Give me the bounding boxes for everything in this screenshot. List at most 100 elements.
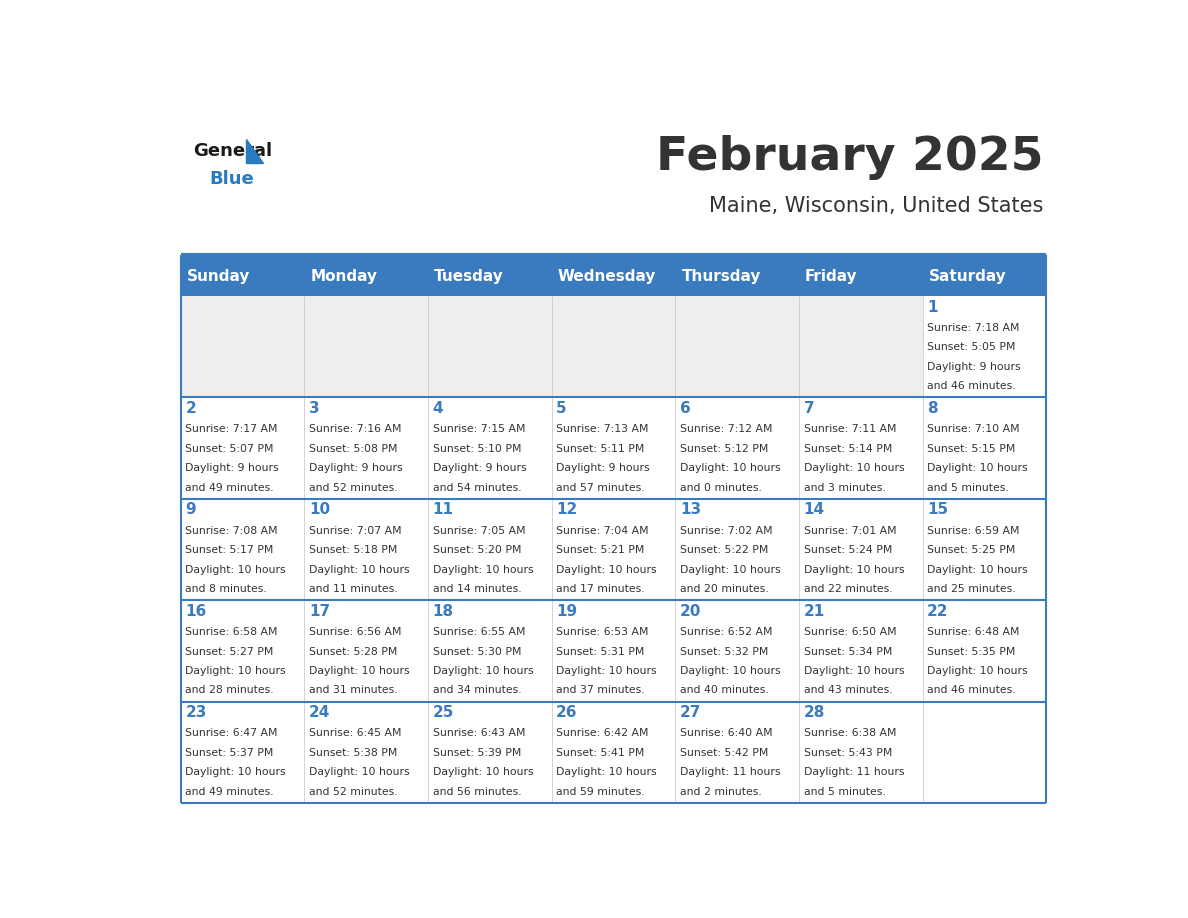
Text: Sunrise: 7:10 AM: Sunrise: 7:10 AM [927, 424, 1019, 434]
Bar [181, 297, 304, 397]
Text: and 56 minutes.: and 56 minutes. [432, 787, 522, 797]
Text: and 54 minutes.: and 54 minutes. [432, 483, 522, 493]
Text: Sunday: Sunday [187, 269, 251, 284]
Text: 22: 22 [927, 604, 949, 619]
Text: 23: 23 [185, 705, 207, 720]
Bar [675, 498, 798, 600]
Text: Daylight: 10 hours: Daylight: 10 hours [680, 666, 781, 676]
Bar [428, 297, 551, 397]
Text: Daylight: 10 hours: Daylight: 10 hours [803, 464, 904, 474]
Text: and 52 minutes.: and 52 minutes. [309, 483, 398, 493]
Text: Daylight: 10 hours: Daylight: 10 hours [432, 666, 533, 676]
Bar [675, 600, 798, 701]
Text: Daylight: 10 hours: Daylight: 10 hours [556, 565, 657, 575]
Text: 6: 6 [680, 401, 690, 416]
Bar [923, 498, 1047, 600]
Text: Sunrise: 6:59 AM: Sunrise: 6:59 AM [927, 526, 1019, 535]
Text: Sunrise: 7:01 AM: Sunrise: 7:01 AM [803, 526, 896, 535]
Text: and 31 minutes.: and 31 minutes. [309, 686, 398, 696]
Bar [923, 600, 1047, 701]
Text: Sunset: 5:14 PM: Sunset: 5:14 PM [803, 443, 892, 453]
Text: 5: 5 [556, 401, 567, 416]
Text: and 46 minutes.: and 46 minutes. [927, 686, 1016, 696]
Text: Daylight: 11 hours: Daylight: 11 hours [803, 767, 904, 778]
Bar [923, 297, 1047, 397]
Text: 25: 25 [432, 705, 454, 720]
Text: Daylight: 9 hours: Daylight: 9 hours [556, 464, 650, 474]
Bar [428, 397, 551, 498]
Text: Sunrise: 6:47 AM: Sunrise: 6:47 AM [185, 728, 278, 738]
Text: and 52 minutes.: and 52 minutes. [309, 787, 398, 797]
Text: Tuesday: Tuesday [434, 269, 504, 284]
Text: Sunrise: 6:58 AM: Sunrise: 6:58 AM [185, 627, 278, 637]
Text: Daylight: 10 hours: Daylight: 10 hours [309, 767, 410, 778]
Bar [798, 600, 923, 701]
Bar [798, 701, 923, 803]
Text: and 20 minutes.: and 20 minutes. [680, 584, 769, 594]
Text: Thursday: Thursday [682, 269, 760, 284]
Text: Sunset: 5:30 PM: Sunset: 5:30 PM [432, 646, 522, 656]
Text: and 11 minutes.: and 11 minutes. [309, 584, 398, 594]
Text: Sunset: 5:05 PM: Sunset: 5:05 PM [927, 342, 1016, 353]
Text: Sunset: 5:32 PM: Sunset: 5:32 PM [680, 646, 769, 656]
Text: and 17 minutes.: and 17 minutes. [556, 584, 645, 594]
Text: Daylight: 10 hours: Daylight: 10 hours [309, 666, 410, 676]
Bar [428, 701, 551, 803]
Text: Sunset: 5:38 PM: Sunset: 5:38 PM [309, 748, 397, 758]
Text: Sunrise: 7:15 AM: Sunrise: 7:15 AM [432, 424, 525, 434]
Text: and 37 minutes.: and 37 minutes. [556, 686, 645, 696]
Bar [181, 498, 304, 600]
Text: Daylight: 10 hours: Daylight: 10 hours [185, 666, 286, 676]
Text: Friday: Friday [805, 269, 858, 284]
Text: and 28 minutes.: and 28 minutes. [185, 686, 274, 696]
Text: Daylight: 10 hours: Daylight: 10 hours [309, 565, 410, 575]
Text: and 22 minutes.: and 22 minutes. [803, 584, 892, 594]
Bar [304, 600, 428, 701]
Text: and 25 minutes.: and 25 minutes. [927, 584, 1016, 594]
Text: 8: 8 [927, 401, 937, 416]
Text: Sunset: 5:12 PM: Sunset: 5:12 PM [680, 443, 769, 453]
Text: Daylight: 9 hours: Daylight: 9 hours [309, 464, 403, 474]
Text: Sunrise: 7:18 AM: Sunrise: 7:18 AM [927, 323, 1019, 333]
Bar [304, 498, 428, 600]
Text: Sunset: 5:28 PM: Sunset: 5:28 PM [309, 646, 397, 656]
Text: 9: 9 [185, 502, 196, 518]
Text: and 59 minutes.: and 59 minutes. [556, 787, 645, 797]
Text: Daylight: 10 hours: Daylight: 10 hours [680, 464, 781, 474]
Text: Sunset: 5:22 PM: Sunset: 5:22 PM [680, 545, 769, 555]
Text: 4: 4 [432, 401, 443, 416]
Text: Daylight: 10 hours: Daylight: 10 hours [927, 565, 1028, 575]
Text: Sunrise: 7:02 AM: Sunrise: 7:02 AM [680, 526, 772, 535]
Bar [798, 498, 923, 600]
Text: Daylight: 10 hours: Daylight: 10 hours [556, 767, 657, 778]
Bar [551, 600, 675, 701]
Text: and 14 minutes.: and 14 minutes. [432, 584, 522, 594]
Text: Daylight: 10 hours: Daylight: 10 hours [432, 565, 533, 575]
Text: and 8 minutes.: and 8 minutes. [185, 584, 267, 594]
Text: Sunrise: 6:56 AM: Sunrise: 6:56 AM [309, 627, 402, 637]
Text: Sunrise: 6:48 AM: Sunrise: 6:48 AM [927, 627, 1019, 637]
Polygon shape [246, 140, 263, 163]
Text: 24: 24 [309, 705, 330, 720]
Text: and 0 minutes.: and 0 minutes. [680, 483, 762, 493]
Text: Sunset: 5:11 PM: Sunset: 5:11 PM [556, 443, 645, 453]
Bar [181, 600, 304, 701]
Text: Daylight: 9 hours: Daylight: 9 hours [927, 362, 1020, 372]
Text: Daylight: 10 hours: Daylight: 10 hours [803, 666, 904, 676]
Text: Sunset: 5:10 PM: Sunset: 5:10 PM [432, 443, 522, 453]
Text: Daylight: 10 hours: Daylight: 10 hours [803, 565, 904, 575]
Text: Sunrise: 6:50 AM: Sunrise: 6:50 AM [803, 627, 896, 637]
Bar [428, 498, 551, 600]
Bar [304, 397, 428, 498]
Text: Daylight: 10 hours: Daylight: 10 hours [185, 767, 286, 778]
Text: Sunset: 5:31 PM: Sunset: 5:31 PM [556, 646, 645, 656]
Text: Sunrise: 6:40 AM: Sunrise: 6:40 AM [680, 728, 772, 738]
Text: Sunset: 5:15 PM: Sunset: 5:15 PM [927, 443, 1016, 453]
Bar [181, 255, 1047, 297]
Text: Sunset: 5:41 PM: Sunset: 5:41 PM [556, 748, 645, 758]
Bar [675, 701, 798, 803]
Bar [304, 297, 428, 397]
Text: Daylight: 9 hours: Daylight: 9 hours [432, 464, 526, 474]
Text: 19: 19 [556, 604, 577, 619]
Bar [181, 701, 304, 803]
